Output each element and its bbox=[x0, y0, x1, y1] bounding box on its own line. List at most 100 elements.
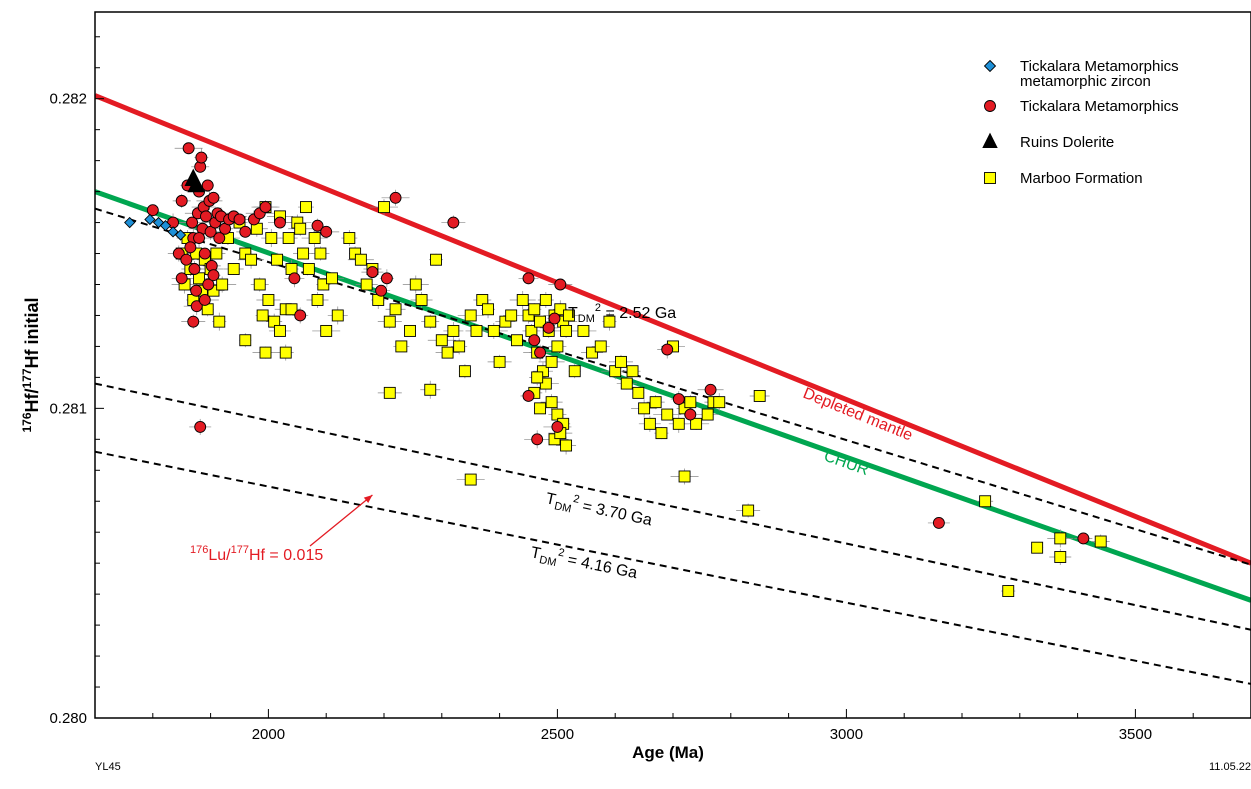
point-marboo bbox=[753, 390, 766, 402]
point-tickalara bbox=[704, 383, 717, 396]
point-marboo bbox=[531, 371, 544, 384]
point-marboo bbox=[378, 201, 390, 214]
point-marboo bbox=[568, 365, 581, 378]
point-marboo bbox=[684, 396, 697, 409]
label-tdm-370: TDM2 = 3.70 Ga bbox=[544, 487, 655, 532]
point-marboo bbox=[516, 294, 529, 306]
point-marboo bbox=[554, 303, 567, 316]
y-axis-title: 176Hf/177Hf initial bbox=[20, 297, 42, 432]
reference-line-tdm-370 bbox=[95, 382, 1251, 631]
point-tickalara bbox=[198, 247, 211, 260]
point-marboo bbox=[577, 324, 590, 337]
point-marboo bbox=[383, 386, 396, 399]
point-tickalara bbox=[551, 420, 564, 433]
point-marboo bbox=[528, 303, 541, 316]
point-tickalara bbox=[146, 204, 159, 217]
point-tickalara bbox=[320, 225, 333, 238]
point-marboo bbox=[505, 309, 518, 322]
point-marboo bbox=[482, 303, 494, 316]
point-marboo bbox=[227, 263, 240, 275]
point-marboo bbox=[510, 334, 523, 347]
point-tickalara bbox=[375, 284, 388, 297]
point-tickalara bbox=[213, 232, 226, 244]
annotation-text: 176Lu/177Hf = 0.015 bbox=[190, 544, 323, 564]
point-tickalara bbox=[684, 408, 697, 421]
point-marboo bbox=[253, 278, 266, 291]
point-marboo bbox=[297, 247, 310, 260]
point-marboo bbox=[594, 340, 607, 353]
point-marboo bbox=[213, 315, 226, 328]
point-tickalara bbox=[207, 269, 220, 282]
point-tickalara bbox=[531, 433, 544, 446]
point-tickalara bbox=[288, 272, 301, 285]
point-marboo bbox=[193, 272, 205, 285]
point-marboo bbox=[545, 355, 558, 368]
point-marboo bbox=[245, 253, 258, 266]
legend-label-tickalara: Tickalara Metamorphics bbox=[1020, 98, 1179, 115]
point-tickalara bbox=[187, 315, 200, 328]
point-marboo bbox=[262, 294, 275, 306]
label-tdm-252: TDM2 = 2.52 Ga bbox=[568, 302, 676, 325]
point-marboo bbox=[551, 340, 564, 353]
point-tickalara-metamorphic-zircon bbox=[159, 220, 172, 232]
point-marboo bbox=[458, 365, 471, 378]
point-marboo bbox=[210, 247, 223, 260]
point-marboo bbox=[690, 417, 703, 430]
point-tickalara bbox=[447, 216, 460, 229]
point-tickalara bbox=[190, 300, 203, 313]
lu-hf-annotation: 176Lu/177Hf = 0.015 bbox=[190, 494, 373, 564]
point-marboo bbox=[453, 340, 466, 353]
point-marboo bbox=[545, 396, 558, 409]
point-tickalara bbox=[193, 232, 205, 244]
point-marboo bbox=[259, 346, 272, 359]
point-marboo bbox=[282, 232, 295, 244]
point-marboo bbox=[331, 309, 344, 322]
legend-marker-marboo bbox=[984, 172, 996, 184]
x-axis-title: Age (Ma) bbox=[632, 743, 704, 762]
point-tickalara bbox=[201, 179, 214, 192]
point-marboo bbox=[314, 247, 327, 260]
point-tickalara bbox=[202, 278, 215, 291]
point-marboo bbox=[265, 232, 278, 244]
annotation-arrow bbox=[309, 494, 373, 547]
x-tick-label: 3000 bbox=[830, 726, 863, 743]
point-tickalara bbox=[182, 142, 195, 155]
point-marboo bbox=[294, 222, 307, 235]
point-marboo bbox=[713, 396, 726, 409]
point-marboo bbox=[1002, 585, 1015, 597]
point-tickalara bbox=[672, 393, 685, 406]
axes: 2000 2500 3000 3500 0.280 0.281 0.282 Age (Ma) 1… bbox=[20, 36, 1251, 762]
data-points bbox=[124, 142, 1107, 597]
point-tickalara bbox=[554, 278, 567, 291]
legend-marker-ruins bbox=[982, 132, 998, 149]
point-marboo bbox=[354, 253, 367, 266]
point-marboo bbox=[655, 427, 668, 440]
point-tickalara-metamorphic-zircon bbox=[174, 229, 187, 241]
point-marboo bbox=[661, 408, 674, 421]
point-tickalara bbox=[534, 346, 547, 359]
reference-line-tdm-252 bbox=[95, 207, 1251, 566]
point-ruins bbox=[187, 174, 205, 193]
point-marboo bbox=[563, 309, 575, 322]
point-marboo bbox=[285, 303, 298, 316]
point-marboo bbox=[615, 355, 627, 368]
point-tickalara bbox=[180, 253, 193, 266]
point-marboo bbox=[626, 365, 639, 378]
point-marboo bbox=[742, 504, 755, 517]
point-marboo bbox=[343, 232, 356, 244]
y-tick-label: 0.280 bbox=[49, 710, 87, 727]
legend-label-marboo: Marboo Formation bbox=[1020, 170, 1143, 187]
y-tick-label: 0.282 bbox=[49, 91, 87, 108]
x-tick-label: 3500 bbox=[1119, 726, 1152, 743]
point-tickalara bbox=[239, 225, 252, 238]
point-marboo bbox=[441, 346, 454, 359]
point-marboo bbox=[274, 324, 286, 337]
annotation-arrowhead bbox=[363, 495, 373, 504]
point-marboo bbox=[279, 346, 292, 359]
point-tickalara bbox=[259, 201, 272, 214]
point-marboo bbox=[979, 495, 992, 508]
point-tickalara bbox=[1077, 532, 1090, 545]
point-marboo bbox=[256, 309, 269, 322]
point-tickalara bbox=[195, 151, 208, 164]
